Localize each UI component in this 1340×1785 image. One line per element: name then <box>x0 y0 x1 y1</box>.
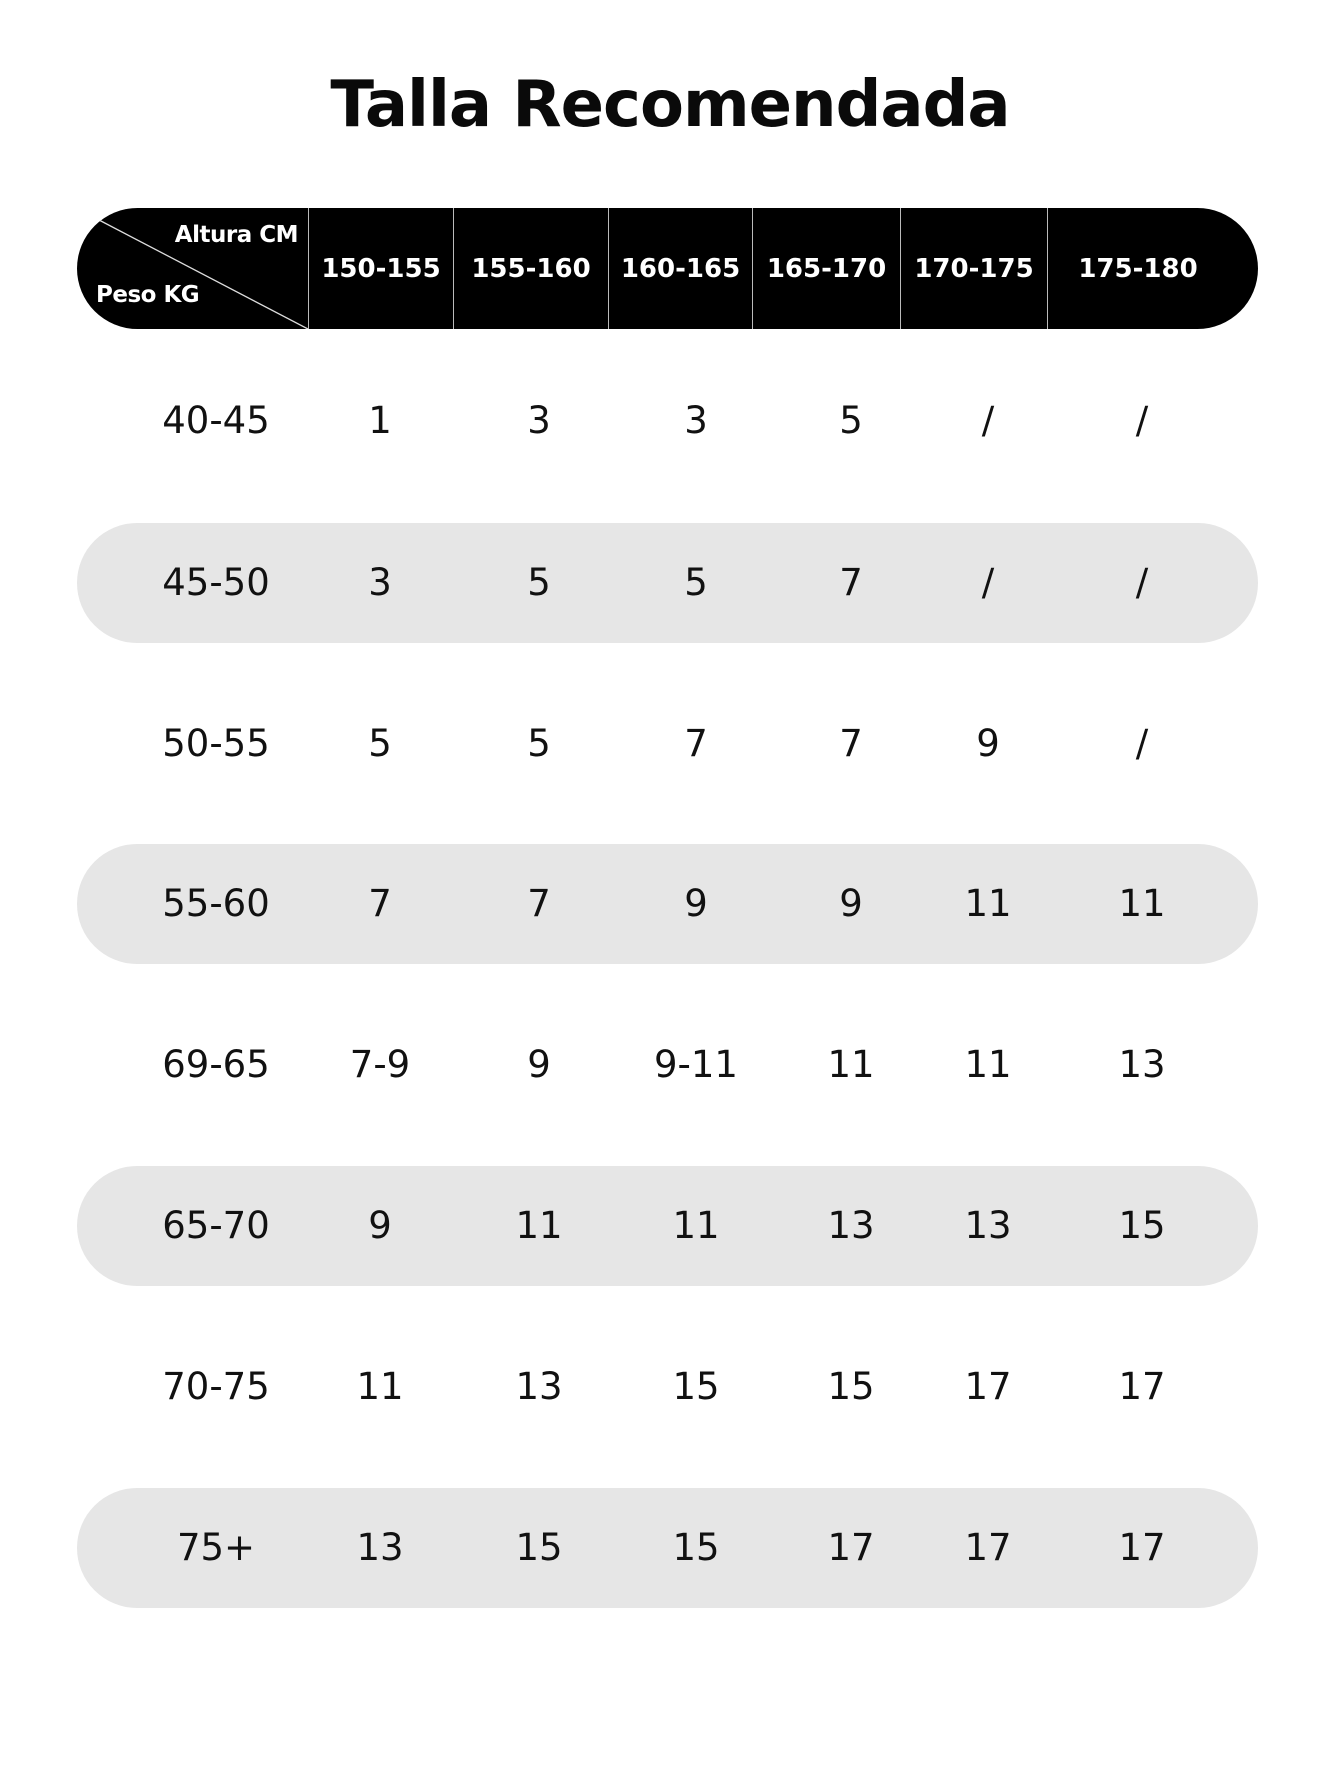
weight-axis-label: Peso KG <box>96 282 200 308</box>
size-cell: 3 <box>684 399 708 442</box>
height-axis-label: Altura CM <box>174 222 299 248</box>
size-cell: 5 <box>527 561 551 604</box>
size-cell: 5 <box>368 722 392 765</box>
column-header: 170-175 <box>900 208 1047 329</box>
size-cell: 13 <box>1118 1043 1166 1086</box>
table-row: 45-50 3 5 5 7 / / <box>77 523 1258 643</box>
size-cell: 9 <box>368 1204 392 1247</box>
table-row: 75+ 13 15 15 17 17 17 <box>77 1488 1258 1608</box>
size-cell: / <box>1135 722 1149 765</box>
table-row: 50-55 5 5 7 7 9 / <box>77 684 1258 804</box>
size-cell: 15 <box>672 1365 720 1408</box>
size-cell: 7 <box>839 561 863 604</box>
size-cell: 15 <box>515 1526 563 1569</box>
column-header: 155-160 <box>453 208 608 329</box>
size-cell: 17 <box>964 1526 1012 1569</box>
size-cell: 9 <box>976 722 1000 765</box>
size-cell: 11 <box>672 1204 720 1247</box>
size-cell: 13 <box>964 1204 1012 1247</box>
size-cell: 7 <box>368 882 392 925</box>
column-header: 160-165 <box>608 208 752 329</box>
size-cell: 13 <box>827 1204 875 1247</box>
size-cell: 17 <box>1118 1365 1166 1408</box>
weight-range-cell: 70-75 <box>162 1365 270 1408</box>
size-cell: 15 <box>672 1526 720 1569</box>
column-header: 165-170 <box>752 208 900 329</box>
size-cell: 5 <box>839 399 863 442</box>
table-row: 70-75 11 13 15 15 17 17 <box>77 1327 1258 1447</box>
size-cell: 11 <box>964 882 1012 925</box>
size-cell: 7 <box>684 722 708 765</box>
size-cell: 9-11 <box>654 1043 738 1086</box>
size-cell: 13 <box>515 1365 563 1408</box>
size-cell: 9 <box>839 882 863 925</box>
size-cell: / <box>981 561 995 604</box>
size-cell: 9 <box>527 1043 551 1086</box>
size-cell: 5 <box>527 722 551 765</box>
size-cell: 15 <box>827 1365 875 1408</box>
size-cell: / <box>1135 399 1149 442</box>
size-cell: 3 <box>527 399 551 442</box>
size-cell: 9 <box>684 882 708 925</box>
size-cell: 5 <box>684 561 708 604</box>
size-cell: 7-9 <box>349 1043 411 1086</box>
header-corner: Altura CM Peso KG <box>77 208 308 329</box>
table-row: 55-60 7 7 9 9 11 11 <box>77 844 1258 964</box>
weight-range-cell: 40-45 <box>162 399 270 442</box>
diagonal-divider <box>98 219 308 329</box>
size-cell: 17 <box>827 1526 875 1569</box>
size-cell: 11 <box>356 1365 404 1408</box>
column-header: 150-155 <box>308 208 453 329</box>
size-cell: 13 <box>356 1526 404 1569</box>
weight-range-cell: 50-55 <box>162 722 270 765</box>
table-header: Altura CM Peso KG 150-155 155-160 160-16… <box>77 208 1258 329</box>
size-cell: 11 <box>1118 882 1166 925</box>
weight-range-cell: 55-60 <box>162 882 270 925</box>
table-row: 40-45 1 3 3 5 / / <box>77 361 1258 481</box>
table-row: 65-70 9 11 11 13 13 15 <box>77 1166 1258 1286</box>
size-cell: 7 <box>839 722 863 765</box>
table-row: 69-65 7-9 9 9-11 11 11 13 <box>77 1005 1258 1125</box>
size-cell: / <box>1135 561 1149 604</box>
size-cell: 11 <box>827 1043 875 1086</box>
page-title: Talla Recomendada <box>330 68 1010 142</box>
weight-range-cell: 45-50 <box>162 561 270 604</box>
column-header: 175-180 <box>1047 208 1258 329</box>
size-cell: 15 <box>1118 1204 1166 1247</box>
size-cell: 11 <box>515 1204 563 1247</box>
size-cell: 17 <box>1118 1526 1166 1569</box>
weight-range-cell: 75+ <box>176 1526 256 1569</box>
size-cell: 17 <box>964 1365 1012 1408</box>
weight-range-cell: 69-65 <box>162 1043 270 1086</box>
size-cell: 7 <box>527 882 551 925</box>
weight-range-cell: 65-70 <box>162 1204 270 1247</box>
size-cell: / <box>981 399 995 442</box>
size-cell: 3 <box>368 561 392 604</box>
size-cell: 1 <box>368 399 392 442</box>
size-cell: 11 <box>964 1043 1012 1086</box>
